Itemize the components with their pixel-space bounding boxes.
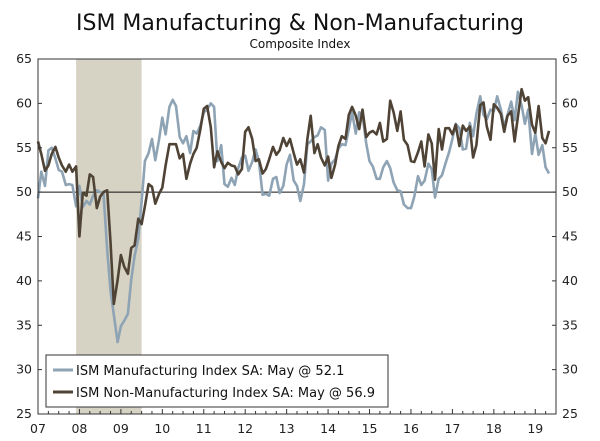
legend-label-manufacturing: ISM Manufacturing Index SA: May @ 52.1 — [76, 364, 344, 379]
y-tick-label-left: 45 — [16, 229, 32, 244]
series-line-manufacturing — [36, 90, 551, 344]
x-tick-label: 10 — [154, 421, 170, 436]
series-line-non-manufacturing — [36, 87, 551, 306]
y-axis-left: 25 30 35 40 45 50 55 60 65 — [16, 51, 42, 421]
y-tick-label-left: 30 — [16, 362, 32, 377]
x-tick-label: 07 — [30, 421, 46, 436]
y-tick-label-left: 40 — [16, 273, 32, 288]
y-tick-label-right: 60 — [562, 95, 578, 110]
x-tick-label: 12 — [237, 421, 253, 436]
y-axis-right: 25 30 35 40 45 50 55 60 65 — [552, 51, 578, 421]
x-axis: 07 08 09 10 11 12 13 14 15 16 17 18 19 — [30, 409, 557, 436]
x-tick-label: 08 — [71, 421, 87, 436]
legend: ISM Manufacturing Index SA: May @ 52.1 I… — [45, 354, 389, 408]
chart-title: ISM Manufacturing & Non-Manufacturing — [76, 11, 524, 36]
chart-subtitle: Composite Index — [250, 37, 351, 51]
y-tick-label-left: 55 — [16, 140, 32, 155]
y-tick-label-right: 40 — [562, 273, 578, 288]
x-tick-label: 09 — [113, 421, 129, 436]
y-tick-label-left: 60 — [16, 95, 32, 110]
x-tick-label: 16 — [403, 421, 419, 436]
y-tick-label-right: 25 — [562, 406, 578, 421]
legend-label-non-manufacturing: ISM Non-Manufacturing Index SA: May @ 56… — [76, 386, 375, 401]
y-tick-label-right: 50 — [562, 184, 578, 199]
y-tick-label-right: 30 — [562, 362, 578, 377]
x-tick-label: 15 — [362, 421, 378, 436]
x-tick-label: 17 — [444, 421, 460, 436]
y-tick-label-right: 55 — [562, 140, 578, 155]
series-layer — [36, 87, 551, 344]
y-tick-label-left: 50 — [16, 184, 32, 199]
x-tick-label: 13 — [279, 421, 295, 436]
y-tick-label-right: 45 — [562, 229, 578, 244]
x-tick-label: 11 — [196, 421, 212, 436]
x-tick-label: 18 — [486, 421, 502, 436]
x-tick-label: 19 — [527, 421, 543, 436]
y-tick-label-right: 65 — [562, 51, 578, 66]
x-tick-label: 14 — [320, 421, 336, 436]
y-tick-label-left: 25 — [16, 406, 32, 421]
legend-box — [45, 354, 389, 408]
y-tick-label-left: 65 — [16, 51, 32, 66]
y-tick-label-right: 35 — [562, 317, 578, 332]
y-tick-label-left: 35 — [16, 317, 32, 332]
